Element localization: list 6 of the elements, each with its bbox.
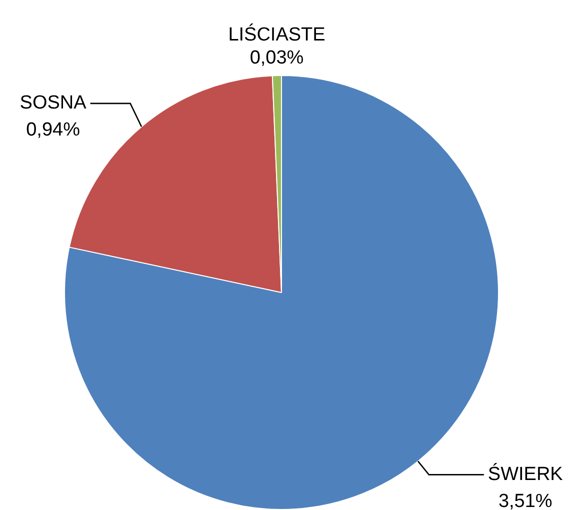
slice-label: ŚWIERK [488, 462, 564, 485]
data-label: 0,94% [26, 120, 80, 141]
data-label: 0,03% [250, 47, 304, 68]
data-label: 3,51% [498, 490, 552, 510]
slice-label: SOSNA [20, 92, 87, 114]
slice-label: LIŚCIASTE [228, 22, 326, 46]
